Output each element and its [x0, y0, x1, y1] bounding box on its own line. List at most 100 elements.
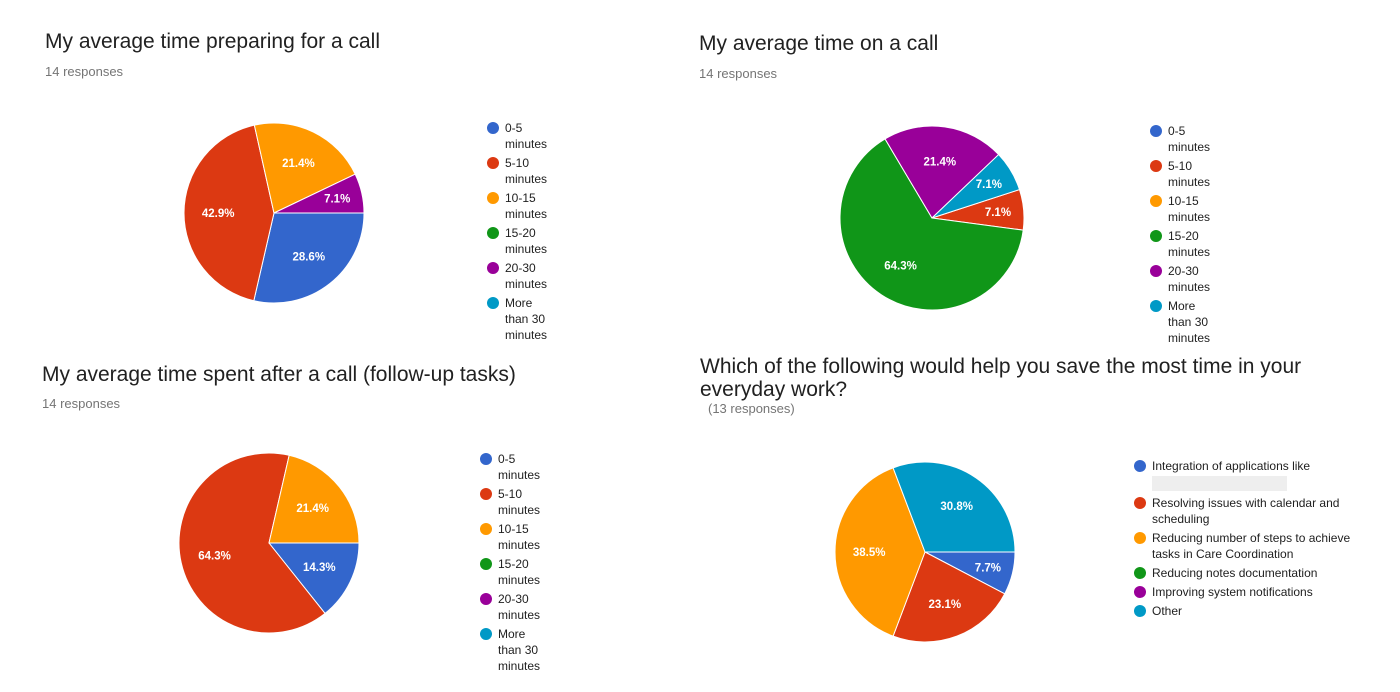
- legend-swatch: [487, 157, 499, 169]
- legend-swatch: [1134, 497, 1146, 509]
- redacted-text: [1152, 476, 1287, 491]
- legend-item[interactable]: 10-15 minutes: [487, 190, 547, 222]
- legend-item[interactable]: More than 30 minutes: [480, 626, 540, 674]
- legend-item[interactable]: More than 30 minutes: [1150, 298, 1210, 346]
- legend-swatch: [1150, 125, 1162, 137]
- chart-title: My average time preparing for a call: [45, 30, 380, 53]
- legend-swatch: [480, 558, 492, 570]
- legend-label: 0-5 minutes: [1168, 124, 1211, 154]
- legend-item[interactable]: 0-5 minutes: [1150, 123, 1210, 155]
- legend-swatch: [480, 593, 492, 605]
- legend-item[interactable]: 5-10 minutes: [487, 155, 547, 187]
- slice-label: 7.1%: [985, 207, 1011, 219]
- response-count: 14 responses: [42, 396, 121, 411]
- legend-swatch: [487, 297, 499, 309]
- legend-swatch: [480, 488, 492, 500]
- legend-item[interactable]: 15-20 minutes: [1150, 228, 1210, 260]
- legend-item[interactable]: 5-10 minutes: [480, 486, 540, 518]
- legend-label: 20-30 minutes: [505, 261, 548, 291]
- legend-label: 20-30 minutes: [1168, 264, 1211, 294]
- legend-item[interactable]: 20-30 minutes: [1150, 263, 1210, 295]
- legend-label: 0-5 minutes: [505, 121, 548, 151]
- pie-slice[interactable]: [839, 138, 1024, 311]
- chart-title: My average time spent after a call (foll…: [42, 363, 516, 386]
- legend-swatch: [1134, 605, 1146, 617]
- legend-item[interactable]: 0-5 minutes: [487, 120, 547, 152]
- legend-item[interactable]: 10-15 minutes: [1150, 193, 1210, 225]
- legend-item[interactable]: More than 30 minutes: [487, 295, 547, 343]
- legend-item[interactable]: 20-30 minutes: [487, 260, 547, 292]
- legend-swatch: [480, 523, 492, 535]
- pie-slice[interactable]: [931, 153, 1021, 219]
- chart-legend: 0-5 minutes 5-10 minutes 10-15 minutes 15-2…: [487, 120, 547, 346]
- legend-label: 10-15 minutes: [1168, 194, 1211, 224]
- legend-label: 5-10 minutes: [498, 487, 541, 517]
- legend-label: More than 30 minutes: [505, 296, 548, 342]
- legend-item[interactable]: 0-5 minutes: [480, 451, 540, 483]
- legend-swatch: [1134, 460, 1146, 472]
- legend-label: 15-20 minutes: [1168, 229, 1211, 259]
- pie-slice[interactable]: [267, 542, 360, 615]
- pie-slice[interactable]: [253, 122, 356, 214]
- response-count: (13 responses): [708, 401, 795, 416]
- chart-legend: 0-5 minutes 5-10 minutes 10-15 minutes 15-2…: [1150, 123, 1210, 349]
- legend-label: Reducing number of steps to achieve task…: [1152, 531, 1351, 561]
- pie-slice[interactable]: [834, 467, 926, 637]
- slice-label: 7.1%: [976, 179, 1002, 191]
- legend-item[interactable]: 15-20 minutes: [480, 556, 540, 588]
- legend-label: Reducing notes documentation: [1152, 566, 1318, 580]
- pie-slice[interactable]: [183, 124, 275, 302]
- pie-chart: 7.1% 64.3% 21.4% 7.1%: [839, 125, 1025, 311]
- legend-item[interactable]: 10-15 minutes: [480, 521, 540, 553]
- pie-chart: 28.6% 42.9% 21.4% 7.1%: [183, 122, 365, 304]
- legend-label: 0-5 minutes: [498, 452, 541, 482]
- legend-item[interactable]: Reducing number of steps to achieve task…: [1134, 530, 1359, 562]
- slice-label: 21.4%: [296, 503, 329, 515]
- legend-label: Integration of applications like: [1152, 459, 1311, 473]
- legend-item[interactable]: Improving system notifications: [1134, 584, 1359, 600]
- legend-swatch: [480, 453, 492, 465]
- pie-slice[interactable]: [273, 173, 365, 214]
- legend-swatch: [487, 227, 499, 239]
- pie-slice[interactable]: [178, 452, 326, 634]
- slice-label: 64.3%: [884, 261, 917, 273]
- chart-legend: Integration of applications like Resolvin…: [1134, 458, 1359, 622]
- legend-swatch: [480, 628, 492, 640]
- pie-slice[interactable]: [253, 212, 365, 304]
- pie-slice[interactable]: [892, 551, 1006, 643]
- legend-item[interactable]: Other: [1134, 603, 1359, 619]
- legend-label: 20-30 minutes: [498, 592, 541, 622]
- legend-label: 10-15 minutes: [498, 522, 541, 552]
- legend-item[interactable]: 20-30 minutes: [480, 591, 540, 623]
- legend-item[interactable]: Resolving issues with calendar and sched…: [1134, 495, 1359, 527]
- chart-title: Which of the following would help you sa…: [700, 355, 1302, 401]
- pie-slice[interactable]: [268, 454, 360, 544]
- legend-item[interactable]: Integration of applications like: [1134, 458, 1359, 491]
- response-count: 14 responses: [699, 66, 778, 81]
- legend-item[interactable]: Reducing notes documentation: [1134, 565, 1359, 581]
- legend-item[interactable]: 5-10 minutes: [1150, 158, 1210, 190]
- legend-label: Resolving issues with calendar and sched…: [1152, 496, 1340, 526]
- slice-label: 42.9%: [202, 208, 235, 220]
- slice-label: 23.1%: [928, 599, 961, 611]
- slice-label: 21.4%: [923, 156, 956, 168]
- legend-item[interactable]: 15-20 minutes: [487, 225, 547, 257]
- pie-slice[interactable]: [884, 125, 1000, 219]
- legend-swatch: [1150, 195, 1162, 207]
- legend-label: 5-10 minutes: [505, 156, 548, 186]
- legend-swatch: [1134, 586, 1146, 598]
- slice-label: 28.6%: [292, 252, 325, 264]
- legend-label: Improving system notifications: [1152, 585, 1313, 599]
- legend-label: 15-20 minutes: [505, 226, 548, 256]
- legend-swatch: [1150, 230, 1162, 242]
- chart-legend: 0-5 minutes 5-10 minutes 10-15 minutes 15-2…: [480, 451, 540, 677]
- slice-label: 7.1%: [324, 194, 350, 206]
- pie-slice[interactable]: [892, 461, 1016, 553]
- legend-swatch: [1134, 532, 1146, 544]
- legend-swatch: [1150, 300, 1162, 312]
- slice-label: 64.3%: [198, 550, 231, 562]
- chart-title: My average time on a call: [699, 32, 939, 55]
- legend-label: 15-20 minutes: [498, 557, 541, 587]
- legend-swatch: [487, 192, 499, 204]
